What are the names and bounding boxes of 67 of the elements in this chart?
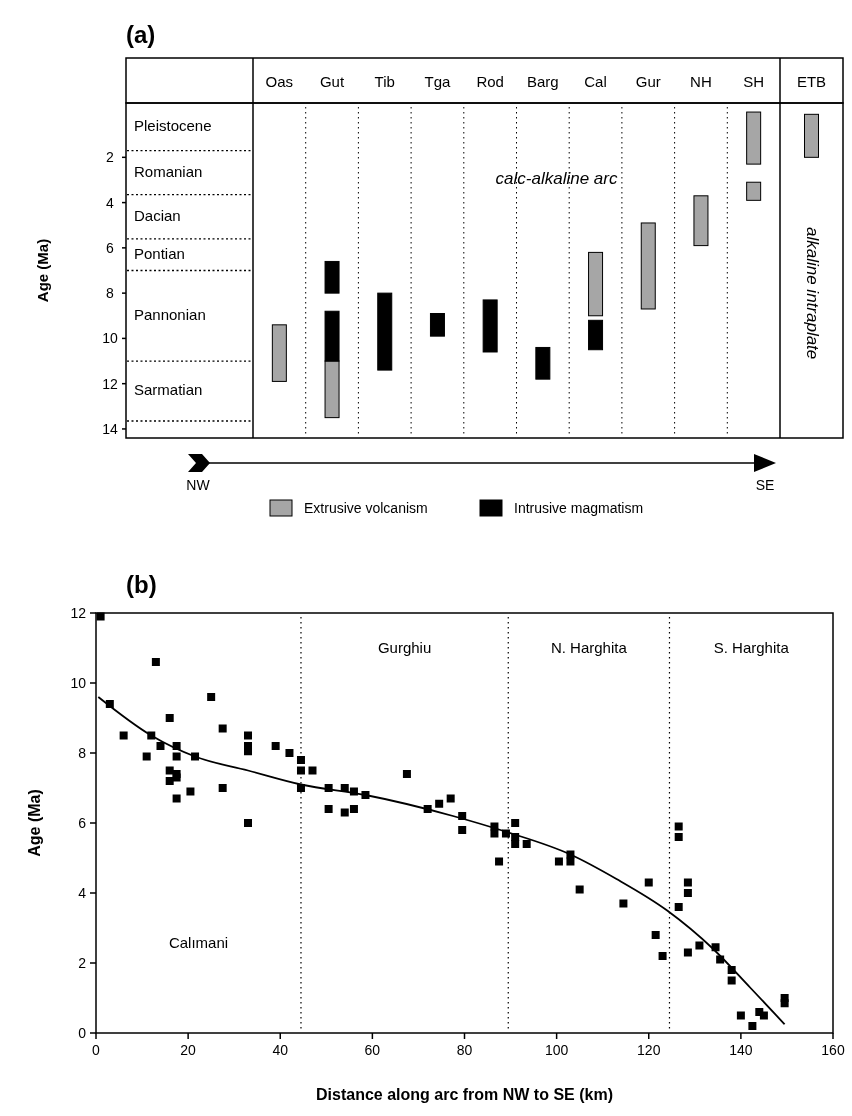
y-tick-label: 14 (102, 420, 118, 437)
text: SE (755, 476, 775, 493)
y-tick-label: 6 (78, 815, 87, 831)
bar (482, 299, 498, 353)
x-tick-label: 140 (729, 1042, 753, 1058)
annotation: S. Harghita (713, 639, 790, 656)
x-tick-label: Rod (476, 72, 504, 90)
y-tick-label: 4 (78, 885, 87, 901)
x-tick-label: 120 (637, 1042, 661, 1058)
x-tick-label: NH (690, 72, 712, 90)
annotation: Romanian (134, 162, 203, 180)
bar (640, 222, 656, 310)
x-tick-label: 160 (821, 1042, 845, 1058)
x-tick-label: ETB (796, 72, 827, 90)
text: Dacian (134, 206, 181, 224)
y-tick-label: 2 (106, 149, 115, 166)
x-tick-label: Gur (635, 72, 661, 90)
x-tick-label: 60 (364, 1042, 381, 1058)
legend-label: Extrusive volcanism (304, 500, 428, 516)
annotation: alkaline intraplate (803, 226, 823, 360)
bar (588, 319, 604, 351)
bar (746, 111, 762, 165)
x-tick-label: 80 (456, 1042, 473, 1058)
legend-label: Intrusive magmatism (514, 500, 644, 516)
y-tick-label: 8 (106, 285, 115, 302)
bar (271, 324, 287, 382)
annotation: calc-alkaline arc (495, 169, 618, 189)
annotation: Pannonian (134, 305, 206, 323)
text: Pontian (134, 244, 185, 262)
bar (429, 313, 445, 337)
y-axis-title: Age (Ma) (34, 238, 51, 303)
x-tick-label: Cal (584, 72, 607, 90)
bar (588, 251, 604, 317)
y-axis-title: Age (Ma) (26, 789, 43, 857)
bar (535, 346, 551, 380)
y-tick-label: 0 (78, 1025, 87, 1041)
y-tick-label: 8 (78, 745, 87, 761)
y-tick-label: 6 (106, 239, 115, 256)
x-tick-label: Gut (319, 72, 345, 90)
bar (377, 292, 393, 371)
text: NW (186, 476, 211, 493)
x-tick-label: 0 (92, 1042, 101, 1058)
x-tick-label: Oas (265, 72, 294, 90)
chart-title: (a) (126, 21, 156, 48)
x-tick-label: Barg (527, 72, 559, 90)
annotation: Calımani (168, 934, 229, 951)
y-tick-label: 12 (102, 375, 118, 392)
chart-title: (b) (126, 571, 157, 598)
annotation: Pleistocene (134, 116, 212, 134)
annotation: Sarmatian (134, 381, 203, 398)
bar (324, 260, 340, 294)
x-tick-label: Tib (374, 72, 395, 90)
x-tick-label: 20 (180, 1042, 197, 1058)
y-tick-label: 10 (70, 675, 87, 691)
annotation: Gurghiu (377, 639, 432, 656)
y-tick-label: 12 (70, 605, 87, 621)
x-tick-label: 100 (544, 1042, 569, 1058)
annotation: N. Harghita (550, 639, 628, 656)
y-tick-label: 2 (78, 955, 87, 971)
bar (693, 195, 709, 247)
x-tick-label: SH (743, 72, 765, 90)
x-axis-title: Distance along arc from NW to SE (km) (316, 1086, 613, 1103)
y-tick-label: 4 (106, 194, 115, 211)
bar (746, 181, 762, 201)
y-tick-label: 10 (102, 330, 118, 347)
x-tick-label: Tga (424, 72, 452, 90)
x-tick-label: 40 (272, 1042, 289, 1058)
